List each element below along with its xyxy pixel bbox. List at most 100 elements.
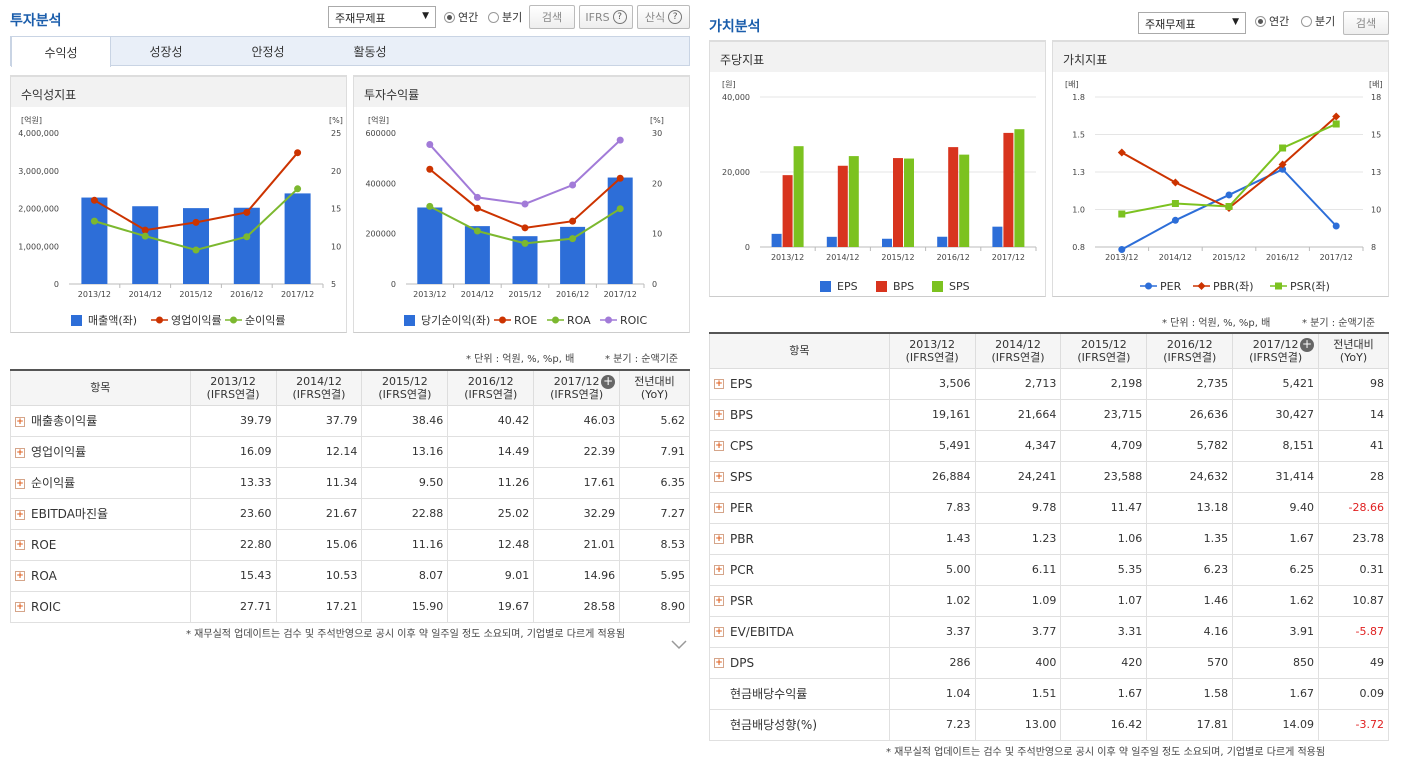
value-cell: 2,198 <box>1060 367 1148 400</box>
expand-plus-icon[interactable]: + <box>714 658 724 668</box>
left-statement-select[interactable]: 주재무제표 ▼ <box>328 6 436 28</box>
legend-swatch <box>404 315 415 326</box>
expand-plus-icon[interactable]: + <box>15 447 25 458</box>
data-point <box>499 316 506 324</box>
expand-plus-icon[interactable]: + <box>15 509 25 520</box>
left-section-title: 투자분석 <box>10 13 62 29</box>
right-search-button[interactable]: 검색 <box>1343 11 1389 35</box>
row-label-cell: + EV/EBITDA <box>709 615 890 648</box>
value-cell: 9.01 <box>447 559 535 592</box>
header-col-1-line2: (IFRS연결) <box>292 387 346 401</box>
profitability-table: 항목 2013/12 (IFRS연결) 2014/12 (IFRS연결) 2015/12(… <box>10 369 690 623</box>
row-label: ROIC <box>31 599 61 614</box>
header-col-5: 전년대비 (YoY) <box>619 369 690 406</box>
row-label-cell: + ROA <box>10 559 191 592</box>
value-cell: 10.87 <box>1318 584 1389 617</box>
value-cell: 15.06 <box>275 528 363 561</box>
data-point <box>569 217 577 225</box>
header-col-1-line1: 2014/12 <box>995 337 1041 351</box>
right-search-label: 검색 <box>1355 17 1377 30</box>
analysis-tab-bar: 수익성 성장성 안정성 활동성 <box>10 36 690 67</box>
add-column-icon[interactable]: + <box>1300 337 1315 352</box>
formula-help-button[interactable]: 산식 ? <box>637 5 690 29</box>
data-point <box>192 246 200 254</box>
bar-BPS <box>948 147 959 247</box>
y-tick-label: 200000 <box>365 230 396 239</box>
x-tick-label: 2017/12 <box>1320 253 1353 262</box>
value-cell: 38.46 <box>361 404 449 437</box>
legend-label: SPS <box>949 280 970 293</box>
value-cell: 1.09 <box>974 584 1062 617</box>
expand-plus-icon[interactable]: + <box>15 416 25 427</box>
value-cell: 1.67 <box>1060 677 1148 710</box>
expand-plus-icon[interactable]: + <box>714 627 724 637</box>
header-col-5-line2: (YoY) <box>1339 350 1368 364</box>
expand-plus-icon[interactable]: + <box>714 410 724 420</box>
value-cell: 8.07 <box>361 559 449 592</box>
radio-unchecked-icon <box>488 11 499 23</box>
x-tick-label: 2016/12 <box>556 290 589 299</box>
left-select-value: 주재무제표 <box>335 12 386 25</box>
value-cell: 19.67 <box>447 590 535 623</box>
expand-plus-icon[interactable]: + <box>15 478 25 489</box>
row-label: CPS <box>730 438 754 453</box>
expand-chevron-icon[interactable] <box>670 638 688 652</box>
x-tick-label: 2013/12 <box>771 253 804 262</box>
value-cell: 41 <box>1318 429 1389 462</box>
valuation-chart-panel: 가치지표 [배] [배] 0.8 1.0 1.3 1.5 1.8 8 10 13 15 18 2013/… <box>1052 40 1389 297</box>
expand-plus-icon[interactable]: + <box>15 540 25 550</box>
left-footer-note: * 재무실적 업데이트는 검수 및 주석반영으로 공시 이후 약 일주일 정도 … <box>186 629 626 640</box>
right-radio-quarter[interactable]: 분기 <box>1301 10 1335 32</box>
value-cell: 11.34 <box>275 466 363 499</box>
ifrs-help-button[interactable]: IFRS ? <box>579 5 633 29</box>
data-point <box>294 185 302 193</box>
header-col-0: 2013/12 (IFRS연결) <box>888 332 976 369</box>
header-col-4-line1: 2017/12 <box>1252 337 1299 351</box>
row-label-cell: + PER <box>709 491 890 524</box>
radio-checked-icon <box>444 11 455 23</box>
value-cell: 13.00 <box>974 708 1062 741</box>
expand-plus-icon[interactable]: + <box>15 571 25 581</box>
expand-plus-icon[interactable]: + <box>714 534 724 544</box>
y-unit-right: [%] <box>329 116 343 125</box>
value-cell: 15.90 <box>361 590 449 623</box>
row-label: PCR <box>730 562 754 577</box>
expand-plus-icon[interactable]: + <box>714 503 724 513</box>
expand-plus-icon[interactable]: + <box>15 602 25 612</box>
legend-label: ROIC <box>620 314 648 327</box>
legend-swatch <box>71 315 82 326</box>
expand-plus-icon[interactable]: + <box>714 596 724 606</box>
tab-growth[interactable]: 성장성 <box>149 45 183 59</box>
left-search-button[interactable]: 검색 <box>529 5 575 29</box>
value-cell: 17.61 <box>533 466 621 499</box>
x-tick-label: 2016/12 <box>937 253 970 262</box>
value-cell: 10.53 <box>275 559 363 592</box>
value-cell: 22.39 <box>533 435 621 468</box>
legend-label: BPS <box>893 280 914 293</box>
right-radio-annual[interactable]: 연간 <box>1255 10 1289 32</box>
data-point <box>1332 112 1341 121</box>
data-point <box>1171 178 1180 187</box>
value-cell: 7.23 <box>888 708 976 741</box>
expand-plus-icon[interactable]: + <box>714 379 724 389</box>
expand-plus-icon[interactable]: + <box>714 441 724 451</box>
right-select-value: 주재무제표 <box>1145 18 1196 31</box>
y-tick-right-label: 25 <box>331 129 341 138</box>
per-share-chart-panel: 주당지표 [원] 0 20,000 40,000 2013/12 2014/12 2015/… <box>709 40 1046 297</box>
bar-매출액(좌) <box>132 206 159 284</box>
right-radio-quarter-label: 분기 <box>1315 15 1336 28</box>
left-radio-quarter[interactable]: 분기 <box>488 6 522 28</box>
tab-activity[interactable]: 활동성 <box>353 45 387 59</box>
y-tick-label: 40,000 <box>722 93 750 102</box>
tab-stability[interactable]: 안정성 <box>251 45 285 59</box>
tab-profitability[interactable]: 수익성 <box>11 37 111 67</box>
expand-plus-icon[interactable]: + <box>714 472 724 482</box>
left-radio-annual[interactable]: 연간 <box>444 6 478 28</box>
right-statement-select[interactable]: 주재무제표 ▼ <box>1138 12 1246 34</box>
value-cell: 28.58 <box>533 590 621 623</box>
value-cell: 400 <box>974 646 1062 679</box>
y-tick-label: 600000 <box>365 129 396 138</box>
add-column-icon[interactable]: + <box>601 374 616 389</box>
header-col-2-line2: (IFRS연결) <box>378 387 432 401</box>
expand-plus-icon[interactable]: + <box>714 565 724 575</box>
